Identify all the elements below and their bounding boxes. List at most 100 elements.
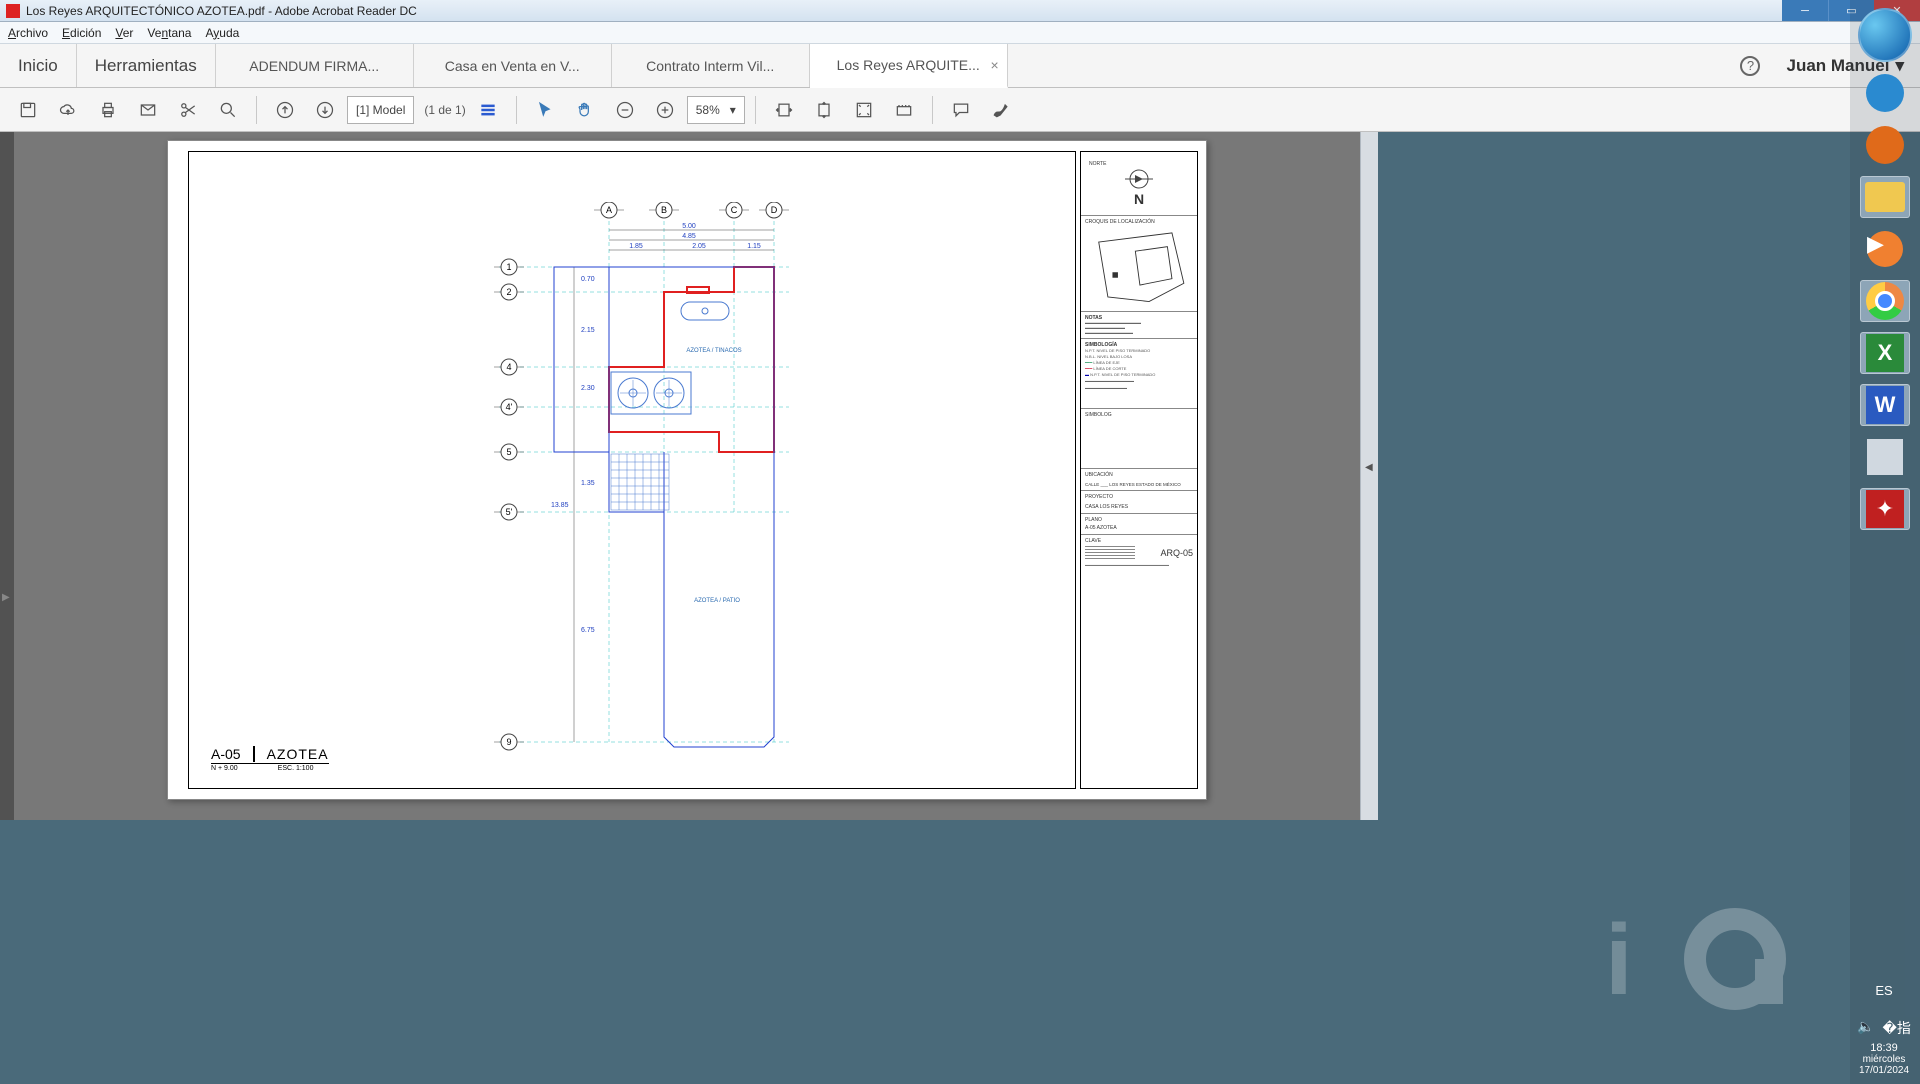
media-player-icon[interactable]: ▶ (1860, 228, 1910, 270)
toolbar-separator (256, 96, 257, 124)
thumbnails-icon[interactable] (470, 92, 506, 128)
network-icon[interactable]: �指 (1883, 1018, 1911, 1038)
explorer-icon[interactable] (1860, 176, 1910, 218)
chrome-icon[interactable] (1860, 280, 1910, 322)
menu-bar: Archivo Edición Ver Ventana Ayuda (0, 22, 1920, 44)
app-icon (6, 4, 20, 18)
menu-edit[interactable]: Edición (62, 26, 101, 40)
plan-section: PLANO A-05 AZOTEA (1081, 514, 1197, 535)
fit-width-icon[interactable] (766, 92, 802, 128)
svg-text:2.15: 2.15 (581, 327, 595, 334)
minimize-button[interactable]: ─ (1782, 0, 1828, 21)
read-mode-icon[interactable] (886, 92, 922, 128)
location-map: CROQUIS DE LOCALIZACIÓN (1081, 216, 1197, 312)
axis-d: D (771, 205, 778, 215)
zoom-in-icon[interactable] (647, 92, 683, 128)
system-tray: ES 🔈 �指 18:39 miércoles 17/01/2024 (1854, 983, 1914, 1076)
sheet-level: N + 9.00 (211, 765, 238, 772)
tab-spacer (1008, 44, 1731, 87)
hand-tool-icon[interactable] (567, 92, 603, 128)
doc-tab-0[interactable]: ADENDUM FIRMA... (216, 44, 414, 87)
language-indicator[interactable]: ES (1854, 983, 1914, 998)
toolbar-separator (932, 96, 933, 124)
svg-text:2: 2 (506, 287, 511, 297)
fit-page-icon[interactable] (806, 92, 842, 128)
page-up-icon[interactable] (267, 92, 303, 128)
comment-icon[interactable] (943, 92, 979, 128)
menu-help[interactable]: Ayuda (205, 26, 239, 40)
window-titlebar: Los Reyes ARQUITECTÓNICO AZOTEA.pdf - Ad… (0, 0, 1920, 22)
svg-text:1.15: 1.15 (747, 243, 761, 250)
doc-tab-3[interactable]: Los Reyes ARQUITE... × (810, 44, 1008, 88)
ie-icon[interactable] (1860, 72, 1910, 114)
expand-right-panel-icon[interactable]: ◀ (1365, 462, 1373, 473)
scissors-icon[interactable] (170, 92, 206, 128)
menu-file[interactable]: Archivo (8, 26, 48, 40)
drawing-frame: A B C D 1 2 4 4' 5 5 (188, 151, 1076, 789)
save-icon[interactable] (10, 92, 46, 128)
start-button[interactable] (1858, 8, 1912, 62)
axis-b: B (661, 205, 667, 215)
zoom-value: 58% (696, 103, 720, 117)
toolbar-separator (755, 96, 756, 124)
svg-text:1.85: 1.85 (629, 243, 643, 250)
symbology-section: SIMBOLOGÍA N.P.T. NIVEL DE PISO TERMINAD… (1081, 339, 1197, 409)
close-tab-icon[interactable]: × (991, 57, 999, 73)
location-section: UBICACIÓN CALLE ___ LOS REYES ESTADO DE … (1081, 469, 1197, 491)
svg-text:5.00: 5.00 (682, 223, 696, 230)
cloud-icon[interactable] (50, 92, 86, 128)
calculator-icon[interactable] (1860, 436, 1910, 478)
select-tool-icon[interactable] (527, 92, 563, 128)
page-down-icon[interactable] (307, 92, 343, 128)
page-number-input[interactable]: [1] Model (347, 96, 414, 124)
doc-tab-2[interactable]: Contrato Interm Vil... (612, 44, 810, 87)
word-icon[interactable]: W (1860, 384, 1910, 426)
menu-window[interactable]: Ventana (147, 26, 191, 40)
svg-text:i: i (1605, 904, 1633, 1016)
svg-text:5: 5 (506, 447, 511, 457)
title-block: NORTE N CROQUIS DE LOCALIZACIÓN NOTAS ▬▬… (1080, 151, 1198, 789)
sheet-name: AZOTEA (267, 746, 329, 762)
sign-icon[interactable] (983, 92, 1019, 128)
page-container[interactable]: A B C D 1 2 4 4' 5 5 (14, 132, 1360, 820)
project-section: PROYECTO CASA LOS REYES (1081, 491, 1197, 514)
print-icon[interactable] (90, 92, 126, 128)
help-button[interactable]: ? (1730, 44, 1770, 87)
zoom-level-input[interactable]: 58% ▾ (687, 96, 745, 124)
doc-tab-label: Los Reyes ARQUITE... (837, 57, 980, 73)
page-count-label: (1 de 1) (424, 103, 465, 117)
doc-tab-1[interactable]: Casa en Venta en V... (414, 44, 612, 87)
document-viewport: ▶ (0, 132, 1378, 820)
chevron-down-icon: ▾ (730, 103, 736, 117)
menu-view[interactable]: Ver (115, 26, 133, 40)
north-arrow: NORTE N (1081, 152, 1197, 216)
expand-panel-icon[interactable]: ▶ (2, 592, 10, 603)
sheet-label: A-05 AZOTEA N + 9.00 ESC. 1:100 (211, 746, 329, 772)
acrobat-icon[interactable]: ✦ (1860, 488, 1910, 530)
volume-icon[interactable]: 🔈 (1857, 1018, 1874, 1038)
search-icon[interactable] (210, 92, 246, 128)
blank-section: SIMBOLOG (1081, 409, 1197, 469)
toolbar: [1] Model (1 de 1) 58% ▾ (0, 88, 1920, 132)
top-tab-bar: Inicio Herramientas ADENDUM FIRMA... Cas… (0, 44, 1920, 88)
window-title: Los Reyes ARQUITECTÓNICO AZOTEA.pdf - Ad… (26, 4, 1782, 18)
tools-button[interactable]: Herramientas (77, 44, 216, 87)
windows-taskbar: ▶ X W ✦ (1850, 0, 1920, 1084)
right-tools-panel-collapsed[interactable]: ◀ (1360, 132, 1378, 820)
firefox-icon[interactable] (1860, 124, 1910, 166)
clock-date: 17/01/2024 (1854, 1065, 1914, 1076)
home-button[interactable]: Inicio (0, 44, 77, 87)
key-section: CLAVE ARQ-05 ▬▬▬▬▬▬▬▬▬▬▬▬▬▬▬▬▬▬▬▬▬▬▬▬ (1081, 535, 1197, 570)
zoom-out-icon[interactable] (607, 92, 643, 128)
svg-text:13.85: 13.85 (551, 502, 569, 509)
svg-text:0.70: 0.70 (581, 276, 595, 283)
svg-text:4: 4 (506, 362, 511, 372)
sheet-number: A-05 (211, 746, 241, 762)
clock-day: miércoles (1854, 1054, 1914, 1065)
fullscreen-icon[interactable] (846, 92, 882, 128)
clock-time[interactable]: 18:39 (1854, 1042, 1914, 1054)
excel-icon[interactable]: X (1860, 332, 1910, 374)
axis-c: C (731, 205, 738, 215)
svg-text:4.85: 4.85 (682, 233, 696, 240)
mail-icon[interactable] (130, 92, 166, 128)
